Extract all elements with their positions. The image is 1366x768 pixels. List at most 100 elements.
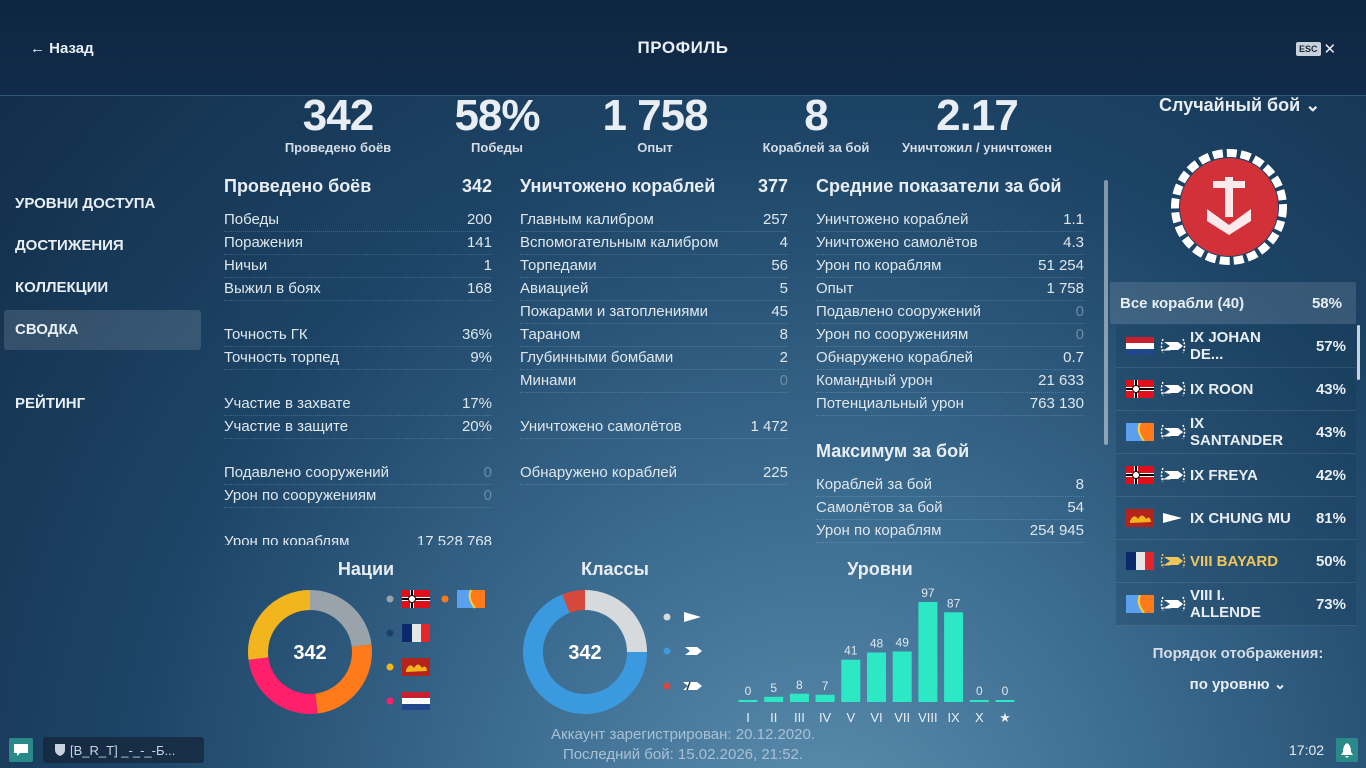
sidebar-item[interactable]: СВОДКА — [15, 321, 79, 338]
tier-bar-value: 97 — [921, 586, 935, 600]
stat-row: Обнаружено кораблей 0.7 — [816, 348, 1084, 370]
stat-label: Победы — [224, 211, 280, 228]
stats-scrollbar[interactable] — [1104, 180, 1108, 445]
stat-row: Уничтожено самолётов 1 472 — [520, 417, 788, 439]
tier-label: VIII — [918, 710, 938, 725]
stat-label: Поражения — [224, 234, 303, 251]
notifications-button[interactable] — [1336, 738, 1358, 762]
all-ships-label: Все корабли (40) — [1120, 294, 1245, 312]
stat-value: 5 — [779, 280, 788, 297]
summary-label: Победы — [471, 140, 523, 155]
stat-label: Подавлено сооружений — [816, 303, 982, 320]
tier-bar-value: 87 — [947, 596, 961, 610]
sort-order-label: Порядок отображения: — [1152, 645, 1324, 662]
tier-label: VI — [870, 710, 882, 725]
summary-value: 1 758 — [602, 91, 708, 140]
donut-center-label: 342 — [568, 642, 601, 664]
tier-bar-value: 7 — [822, 679, 829, 693]
chat-icon — [14, 744, 28, 756]
sidebar-item[interactable]: УРОВНИ ДОСТУПА — [15, 195, 156, 212]
flag-pan-america-icon — [1126, 595, 1154, 613]
chat-button[interactable] — [9, 738, 33, 762]
battle-mode-dropdown[interactable]: Случайный бой ⌄ — [1159, 95, 1320, 116]
column-total: 342 — [461, 176, 492, 196]
stat-label: Главным калибром — [520, 211, 654, 228]
flag-france-icon — [1126, 552, 1154, 570]
summary-label: Кораблей за бой — [762, 140, 870, 155]
stats-column: Проведено боёв 342 Победы 200 Поражения 141 Ни… — [224, 0, 492, 545]
cruiser-class-icon — [685, 647, 702, 655]
legend-dot-cruiser — [663, 647, 671, 655]
sidebar-item[interactable]: ДОСТИЖЕНИЯ — [15, 237, 124, 254]
stat-label: Опыт — [816, 280, 854, 297]
summary-stat: 342 Проведено боёв — [263, 92, 413, 156]
tier-label: IV — [819, 710, 832, 725]
summary-label: Уничтожил / уничтожен — [902, 140, 1052, 155]
stat-label: Авиацией — [520, 280, 589, 297]
flag-pan-asia-icon — [402, 658, 430, 676]
donut-slice-pan-america — [314, 644, 372, 714]
stat-value: 17% — [461, 395, 492, 412]
cruiser-class-icon — [1160, 338, 1186, 354]
column-title: Уничтожено кораблей — [520, 176, 716, 196]
stat-label: Кораблей за бой — [816, 476, 933, 493]
ship-name: IX ROON — [1190, 380, 1254, 398]
summary-label: Опыт — [637, 140, 673, 155]
clan-name: [B_R_T] _-_-_-Б... — [70, 742, 176, 758]
column-header: Средние показатели за бой — [816, 176, 1084, 197]
ship-row[interactable]: IX CHUNG MU 81% — [1116, 497, 1356, 540]
stat-value: 36% — [461, 326, 492, 343]
stat-value: 4.3 — [1063, 234, 1084, 251]
summary-value: 2.17 — [936, 91, 1019, 140]
ship-row[interactable]: IX FREYA 42% — [1116, 454, 1356, 497]
stat-label: Уничтожено самолётов — [816, 234, 978, 251]
stat-value: 8 — [1075, 476, 1084, 493]
stat-row: Участие в защите 20% — [224, 417, 492, 439]
stat-value: 254 945 — [1029, 522, 1084, 539]
ship-name: VIII I. ALLENDE — [1190, 587, 1261, 621]
stat-value: 200 — [466, 211, 492, 228]
stat-label: Самолётов за бой — [816, 499, 943, 516]
ship-row[interactable]: VIII I. ALLENDE 73% — [1116, 583, 1356, 626]
sidebar-item[interactable]: КОЛЛЕКЦИИ — [15, 279, 109, 296]
stat-label: Обнаружено кораблей — [816, 349, 974, 366]
stat-label: Торпедами — [520, 257, 597, 274]
back-button[interactable]: ← Назад — [30, 40, 94, 57]
legend-dot-battleship — [663, 682, 671, 690]
stat-value: 141 — [466, 234, 492, 251]
flag-netherlands-icon — [1126, 337, 1154, 355]
ship-row[interactable]: IX ROON 43% — [1116, 368, 1356, 411]
tier-bar-value: 5 — [770, 681, 777, 695]
stat-value: 1 — [483, 257, 492, 274]
bell-icon — [1341, 743, 1353, 758]
column-subheader: Максимум за бой — [816, 441, 1084, 462]
stat-row: Урон по сооружениям 0 — [816, 325, 1084, 347]
all-ships-row[interactable]: Все корабли (40) 58% — [1110, 282, 1356, 324]
stat-value: 20% — [461, 418, 492, 435]
stat-label: Уничтожено самолётов — [520, 418, 682, 435]
legend-dot-pan-asia — [386, 663, 394, 671]
stat-row: Авиацией 5 — [520, 279, 788, 301]
stat-label: Урон по кораблям — [816, 257, 942, 274]
last-battle-date: Последний бой: 15.02.2026, 21:52. — [562, 746, 804, 763]
ship-row[interactable]: IX JOHAN DE... 57% — [1116, 325, 1356, 368]
stat-label: Урон по кораблям — [816, 522, 942, 539]
summary-stat: 1 758 Опыт — [580, 91, 730, 156]
sidebar-item[interactable]: РЕЙТИНГ — [15, 395, 86, 412]
tier-bar — [995, 700, 1015, 702]
ship-list-scrollbar[interactable] — [1357, 325, 1360, 380]
clan-button[interactable]: [B_R_T] _-_-_-Б... — [43, 737, 204, 763]
stat-row: Урон по сооружениям 0 — [224, 486, 492, 508]
stat-row: Подавлено сооружений 0 — [224, 463, 492, 485]
stat-value: 8 — [779, 326, 788, 343]
stat-value: 0 — [483, 464, 492, 481]
ship-row[interactable]: IX SANTANDER 43% — [1116, 411, 1356, 454]
ship-row[interactable]: VIII BAYARD 50% — [1116, 540, 1356, 583]
sort-order-dropdown[interactable]: по уровню ⌄ — [1110, 675, 1366, 693]
donut-center-label: 342 — [293, 642, 326, 664]
stat-value: 0 — [1075, 303, 1084, 320]
close-button[interactable]: ESC ✕ — [1296, 40, 1336, 58]
sidebar-active-highlight — [4, 310, 201, 350]
stat-row: Главным калибром 257 — [520, 210, 788, 232]
stat-row: Самолётов за бой 54 — [816, 498, 1084, 520]
